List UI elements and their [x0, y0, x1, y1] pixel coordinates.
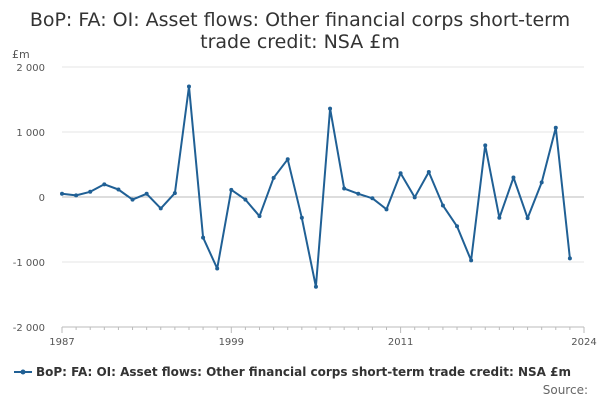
data-point [74, 193, 79, 198]
data-point [455, 224, 460, 229]
data-point [229, 187, 234, 192]
data-point [313, 284, 318, 289]
data-point [539, 180, 544, 185]
y-tick-label: 0 [39, 193, 45, 204]
data-point [398, 171, 403, 176]
data-point [243, 197, 248, 202]
data-point [201, 235, 206, 240]
data-point [525, 216, 530, 221]
data-point [88, 189, 93, 194]
data-point [384, 207, 389, 212]
data-point [356, 191, 361, 196]
series-line [61, 85, 571, 288]
data-point [257, 214, 262, 219]
data-point [271, 175, 276, 180]
y-tick-label: -1 000 [13, 258, 45, 269]
data-point [497, 215, 502, 220]
data-point [370, 196, 375, 201]
data-point [130, 197, 135, 202]
data-point [285, 157, 290, 162]
data-point [483, 143, 488, 148]
data-point [426, 169, 431, 174]
data-point [299, 215, 304, 220]
x-tick-label: 1999 [219, 337, 244, 348]
source-label: Source: [543, 383, 588, 397]
series-layer [60, 84, 572, 289]
data-point [102, 182, 107, 187]
legend-label: BoP: FA: OI: Asset flows: Other financia… [36, 365, 571, 379]
data-point [158, 206, 163, 211]
x-tick-label: 2011 [388, 337, 413, 348]
data-point [553, 125, 558, 130]
data-point [469, 258, 474, 263]
data-point [186, 84, 191, 89]
x-tick-label: 2024 [571, 337, 596, 348]
legend: BoP: FA: OI: Asset flows: Other financia… [14, 365, 571, 379]
legend-marker-swatch [20, 369, 26, 375]
chart-title-line-1: BoP: FA: OI: Asset flows: Other financia… [30, 9, 570, 31]
data-point [172, 191, 177, 196]
gridlines: 2 000 1 000 0 -1 000 -2 000 [13, 63, 584, 334]
data-point [567, 256, 572, 261]
data-point [342, 186, 347, 191]
y-tick-label: -2 000 [13, 323, 45, 334]
data-point [116, 187, 121, 192]
data-point [412, 195, 417, 200]
y-tick-label: 2 000 [16, 63, 45, 74]
data-point [440, 203, 445, 208]
chart-title-line-2: trade credit: NSA £m [200, 31, 400, 53]
x-axis: 1987 1999 2011 2024 [49, 326, 597, 348]
data-point [215, 266, 220, 271]
y-tick-label: 1 000 [16, 128, 45, 139]
data-point [511, 175, 516, 180]
data-point [144, 191, 149, 196]
y-axis-unit-label: £m [12, 48, 30, 61]
data-point [60, 191, 64, 196]
x-tick-label: 1987 [49, 337, 74, 348]
data-point [328, 106, 333, 111]
